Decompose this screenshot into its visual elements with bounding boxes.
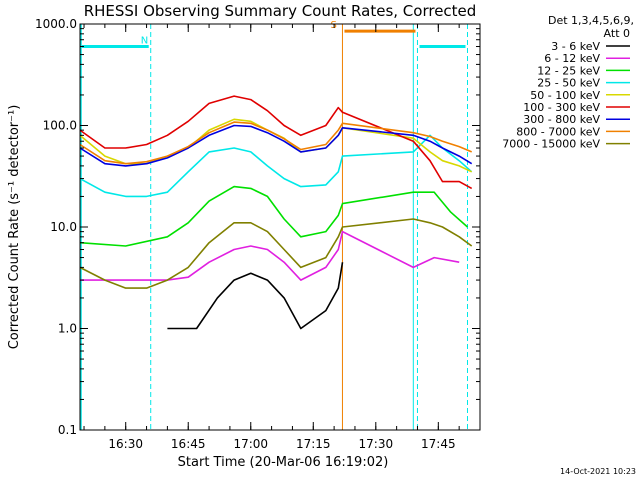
y-tick-label-1: 100.0 <box>43 119 77 133</box>
legend-label-3: 25 - 50 keV <box>537 77 600 90</box>
y-tick-label-3: 1.0 <box>58 322 77 336</box>
series-line-8 <box>79 218 473 289</box>
legend-label-4: 50 - 100 keV <box>530 89 600 102</box>
legend-label-8: 7000 - 15000 keV <box>502 138 600 151</box>
x-tick-label-1: 16:45 <box>171 437 206 451</box>
plot-area <box>80 24 480 430</box>
series-line-2 <box>79 185 469 247</box>
legend-label-7: 800 - 7000 keV <box>516 125 600 138</box>
legend-label-1: 6 - 12 keV <box>544 52 600 65</box>
series-layer <box>79 95 473 330</box>
y-tick-label-0: 1000.0 <box>35 17 77 31</box>
footer-timestamp: 14-Oct-2021 10:23 <box>560 467 636 476</box>
x-tick-label-4: 17:30 <box>359 437 394 451</box>
y-tick-label-4: 0.1 <box>58 423 77 437</box>
series-line-7 <box>79 121 473 165</box>
axes: 1000.0 100.0 10.0 1.0 0.1 16:30 16:45 17:00 17:1… <box>35 17 481 451</box>
x-tick-label-3: 17:15 <box>296 437 331 451</box>
x-tick-label-5: 17:45 <box>421 437 456 451</box>
legend-header-line-1: Det 1,3,4,5,6,9, <box>548 14 634 27</box>
y-tick-label-2: 10.0 <box>50 220 77 234</box>
series-line-0 <box>167 262 344 330</box>
y-axis-label: Corrected Count Rate (s⁻¹ detector⁻¹) <box>7 105 22 350</box>
x-tick-label-2: 17:00 <box>233 437 268 451</box>
series-line-6 <box>79 124 473 167</box>
series-line-1 <box>79 230 460 281</box>
legend-label-6: 300 - 800 keV <box>523 113 600 126</box>
legend-label-5: 100 - 300 keV <box>523 101 600 114</box>
chart-title: RHESSI Observing Summary Count Rates, Co… <box>84 2 477 20</box>
series-line-5 <box>79 95 473 190</box>
legend-label-2: 12 - 25 keV <box>537 64 600 77</box>
series-line-3 <box>79 134 473 198</box>
x-tick-label-0: 16:30 <box>108 437 143 451</box>
annotation-label-0: N <box>141 36 148 47</box>
legend-label-0: 3 - 6 keV <box>551 40 600 53</box>
legend-header-line-2: Att 0 <box>604 27 630 40</box>
x-axis-label: Start Time (20-Mar-06 16:19:02) <box>178 455 389 470</box>
